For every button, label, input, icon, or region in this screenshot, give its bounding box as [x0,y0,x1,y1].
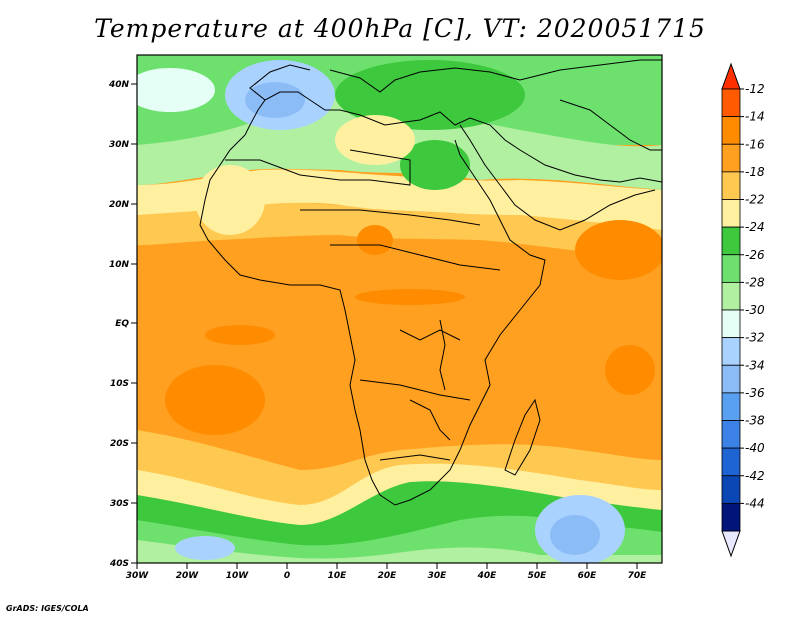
lat-label: 20S [110,439,129,449]
coastlines [199,59,662,506]
colorbar-label: -32 [745,331,765,345]
lon-label: 20W [176,571,200,581]
colorbar-swatch [721,226,741,256]
colorbar-label: -36 [745,386,765,400]
lat-label: 10N [109,260,130,270]
field-chad-warm [357,225,393,255]
colorbar-label: -18 [745,165,765,179]
colorbar-label: -40 [745,441,765,455]
field-indian-warm [605,345,655,395]
lat-label: EQ [115,319,129,329]
lat-labels: 40N 30N 20N 10N EQ 10S 20S 30S 40S [108,80,130,569]
colorbar-swatch [721,447,741,477]
lon-label: 30E [428,571,448,581]
colorbar-swatch [721,171,741,200]
colorbar-label: -24 [745,220,765,234]
lon-ticks [136,563,638,569]
lat-label: 10S [110,379,129,389]
colorbar-bottom-arrow [721,530,741,558]
colorbar-label: -26 [745,248,765,262]
lon-label: 70E [628,571,648,581]
colorbar: -12 -14 -16 -18 -22 -24 -26 -28 -30 -32 -34 -36 -38 -… [721,62,765,558]
field-yellow-band [137,169,662,230]
colorbar-swatch [721,143,741,173]
lon-label: 30W [126,571,150,581]
lat-ticks [131,83,137,564]
map-frame [136,54,663,564]
colorbar-swatch [721,309,741,339]
colorbar-swatch [721,502,741,532]
field-med-green [335,60,525,130]
colorbar-label: -44 [745,496,765,510]
lon-label: 20E [378,571,398,581]
lat-label: 40S [109,559,129,569]
field-south-colder [550,515,600,555]
field-south-atlantic-warm [165,365,265,435]
lon-labels: 30W 20W 10W 0 10E 20E 30E 40E 50E 60E 70… [126,571,647,581]
lon-label: 10E [328,571,348,581]
colorbar-swatch [721,199,741,228]
colorbar-label: -34 [745,358,765,372]
lat-label: 30S [110,499,129,509]
colorbar-swatch [721,392,741,421]
field-southwest-cold [175,536,235,560]
map-title: Temperature at 400hPa [C], VT: 202005171… [94,14,706,43]
field-gulf-warm [205,325,275,345]
lon-label: 40E [477,571,498,581]
colorbar-swatch [721,337,741,366]
field-south-pale-green [137,540,662,563]
grads-credit: GrADS: IGES/COLA [6,604,89,613]
field-arabian-sea-warm [575,220,662,280]
colorbar-label: -42 [745,469,765,483]
colorbar-swatch [721,88,741,118]
colorbar-swatch [721,116,741,145]
lon-label: 10W [226,571,250,581]
colorbar-label: -38 [745,414,765,428]
colorbar-swatch [721,475,741,504]
field-iberia-colder [245,82,305,118]
colorbar-label: -28 [745,275,765,289]
lat-label: 30N [109,140,130,150]
field-equator-warm [355,289,465,305]
colorbar-label: -16 [745,137,765,151]
colorbar-top-arrow [721,62,741,90]
madagascar-outline [504,398,541,476]
colorbar-label: -14 [745,110,765,124]
colorbar-label: -22 [745,193,765,207]
field-libya-yellow [335,115,415,165]
lon-label: 60E [578,571,598,581]
lon-label: 50E [528,571,548,581]
colorbar-swatch [721,254,741,283]
field-sahara-yellow [195,165,265,235]
colorbar-label: -12 [745,82,765,96]
temperature-field [137,55,662,563]
field-south-light-green [137,515,662,563]
lat-label: 20N [109,200,130,210]
colorbar-swatch [721,364,741,394]
colorbar-swatch [721,281,741,311]
field-egypt-green [400,140,470,190]
field-atlantic-cool [137,68,215,112]
lat-label: 40N [108,80,130,90]
colorbar-label: -30 [745,303,765,317]
colorbar-swatch [721,420,741,449]
lon-label: 0 [284,571,290,581]
